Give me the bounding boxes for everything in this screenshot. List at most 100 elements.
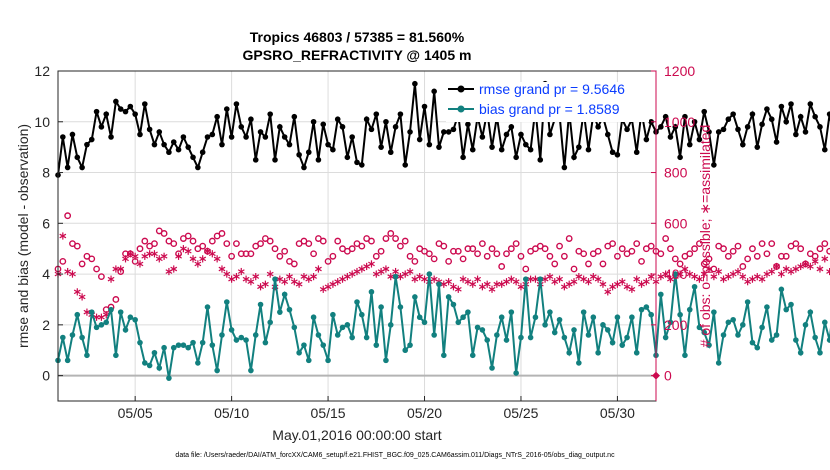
assimilated-obs-point	[777, 270, 785, 278]
assimilated-obs-point	[700, 270, 708, 278]
assimilated-obs-point	[117, 265, 125, 273]
rmse-point	[508, 124, 515, 130]
bias-point	[740, 322, 746, 328]
bias-point	[807, 309, 814, 315]
bias-point	[267, 319, 273, 326]
chart-title: Tropics 46803 / 57385 = 81.560%	[250, 29, 465, 45]
bias-point	[624, 334, 630, 341]
assimilated-obs-point	[406, 267, 414, 276]
assimilated-obs-point	[382, 265, 390, 273]
rmse-point	[349, 134, 355, 140]
bias-point	[754, 344, 761, 351]
rmse-point	[117, 106, 124, 112]
x-tick-label: 05/25	[503, 405, 538, 421]
bias-point	[445, 294, 452, 300]
possible-obs-point	[319, 237, 327, 245]
right-y-axis-label: # of obs: o=possible; ∗=assimilated	[697, 125, 713, 348]
possible-obs-point	[348, 245, 356, 253]
possible-obs-point	[657, 250, 665, 258]
left-y-axis-ticks: 0 2 4 6 8 10 12	[34, 63, 63, 384]
possible-obs-point	[696, 240, 703, 248]
rmse-point	[359, 162, 365, 168]
rmse-point	[421, 103, 428, 110]
rmse-point	[812, 113, 818, 120]
bias-point	[494, 332, 500, 338]
bias-point	[590, 314, 597, 321]
bias-point	[759, 324, 765, 331]
possible-obs-point	[691, 245, 698, 253]
bias-point	[93, 324, 100, 331]
rmse-point	[416, 136, 423, 143]
bias-point	[701, 329, 708, 336]
bias-point	[643, 304, 650, 310]
possible-obs-point	[686, 250, 694, 258]
bias-point	[725, 319, 732, 326]
assimilated-obs-point	[175, 252, 182, 260]
bias-point	[715, 360, 722, 366]
possible-obs-point	[401, 237, 409, 245]
bias-point	[600, 322, 606, 328]
bias-point	[547, 309, 553, 315]
bias-point	[503, 337, 510, 343]
possible-obs-point	[676, 260, 684, 268]
bias-point	[648, 311, 654, 318]
bias-point	[296, 349, 302, 356]
rmse-point	[79, 164, 85, 171]
bias-point	[730, 316, 736, 323]
left-y-axis-label: rmse and bias (model - observation)	[15, 124, 31, 348]
bias-point	[151, 349, 158, 356]
possible-obs-point	[184, 232, 192, 240]
bias-point	[305, 357, 312, 364]
rmse-point	[522, 141, 529, 148]
rmse-point	[315, 157, 322, 163]
possible-obs-point	[546, 252, 554, 260]
bias-point	[383, 357, 389, 364]
bias-point	[363, 334, 370, 341]
rmse-point	[320, 121, 327, 128]
assimilated-obs-point	[213, 255, 221, 263]
possible-obs-point	[628, 247, 636, 255]
rmse-point	[571, 154, 577, 161]
possible-obs-point	[503, 250, 510, 258]
bias-point	[325, 357, 331, 364]
x-axis-ticks: 05/05 05/10 05/15 05/20 05/25 05/30	[118, 396, 635, 421]
rmse-point	[296, 151, 302, 158]
rmse-point	[643, 136, 650, 143]
possible-obs-point	[667, 245, 674, 253]
bias-point	[522, 276, 529, 282]
rmse-point	[339, 124, 346, 130]
bias-point	[170, 344, 177, 351]
bias-point	[117, 309, 124, 315]
rmse-point	[286, 141, 293, 148]
possible-obs-point	[541, 245, 549, 253]
possible-obs-point	[580, 250, 588, 258]
possible-obs-point	[208, 237, 216, 245]
bias-point	[460, 314, 466, 321]
bias-point	[281, 291, 288, 298]
left-y-tick-label: 8	[42, 165, 50, 181]
bias-point	[301, 342, 307, 348]
rmse-point	[272, 157, 278, 163]
rmse-point	[633, 149, 640, 156]
possible-obs-point	[753, 252, 761, 260]
assimilated-obs-point	[811, 257, 819, 265]
possible-obs-point	[768, 240, 776, 248]
possible-obs-point	[797, 245, 805, 253]
assimilated-obs-point	[710, 273, 718, 281]
rmse-point	[821, 146, 828, 153]
rmse-point	[797, 113, 804, 120]
possible-obs-point	[281, 247, 289, 255]
rmse-point	[503, 131, 510, 138]
possible-obs-point	[112, 296, 120, 303]
bias-point	[238, 334, 245, 341]
possible-obs-point	[290, 260, 298, 268]
rmse-point	[802, 129, 809, 135]
assimilated-obs-series	[54, 232, 830, 321]
possible-obs-point	[98, 273, 105, 281]
possible-obs-point	[257, 240, 264, 248]
bias-point	[580, 309, 587, 315]
rmse-point	[706, 129, 712, 135]
plot-background	[58, 71, 656, 401]
bias-point	[812, 334, 818, 341]
